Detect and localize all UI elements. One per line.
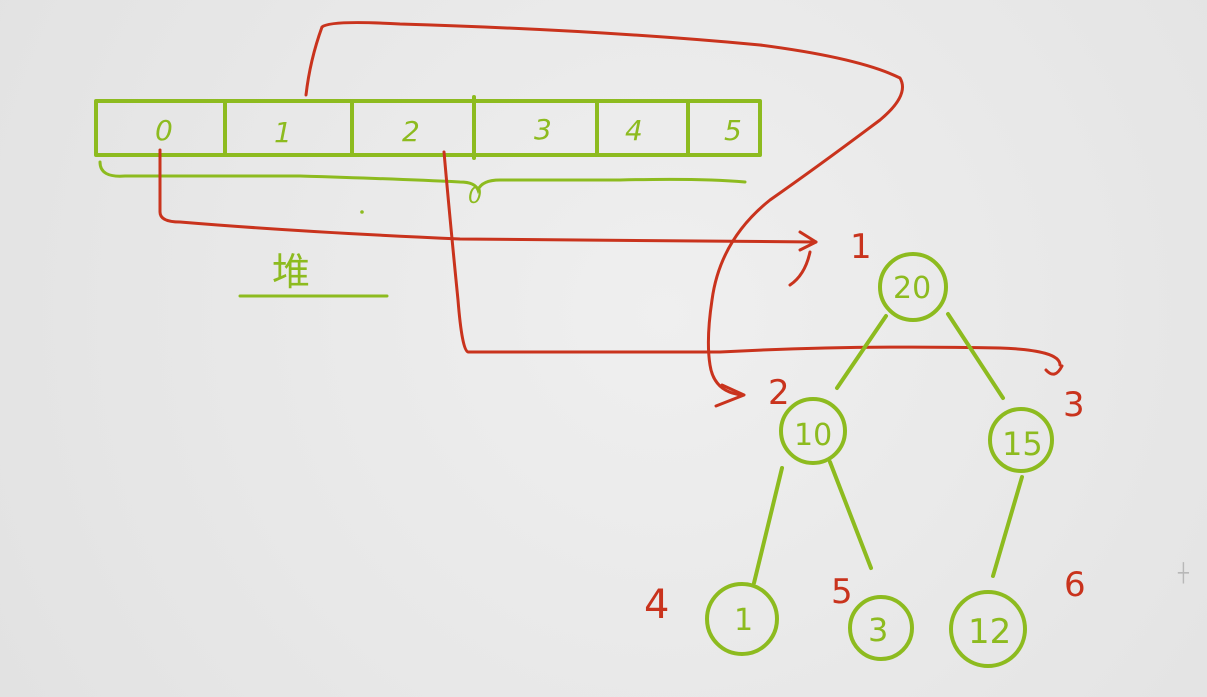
edge-n2-n4 bbox=[754, 468, 782, 583]
arrow-head-node3 bbox=[1046, 366, 1062, 374]
tree-index-6: 6 bbox=[1064, 565, 1086, 605]
tree-index-5: 5 bbox=[831, 572, 853, 612]
tree-index-4: 4 bbox=[644, 582, 669, 628]
array-cell-2: 2 bbox=[402, 115, 420, 148]
tree-node-4-value: 1 bbox=[734, 603, 753, 638]
array-cell-1: 1 bbox=[274, 116, 292, 149]
crosshair-cursor-icon: ┼ bbox=[1178, 563, 1189, 584]
array-cell-5: 5 bbox=[724, 114, 742, 147]
tree-index-1: 1 bbox=[850, 227, 872, 267]
tree-node-root-value: 20 bbox=[893, 271, 931, 306]
tree-node-5-value: 3 bbox=[868, 611, 888, 649]
edge-root-n3 bbox=[948, 314, 1003, 398]
edge-n3-n6 bbox=[993, 477, 1022, 576]
edge-root-n2 bbox=[837, 316, 886, 388]
arrow-index1-to-node2 bbox=[306, 23, 903, 395]
array-cell-4: 4 bbox=[625, 114, 643, 147]
array-cell-3: 3 bbox=[534, 113, 552, 146]
dot-mark bbox=[360, 210, 364, 214]
arrow-tail-root bbox=[790, 252, 810, 285]
tree-node-2-value: 10 bbox=[794, 418, 832, 453]
arrow-index2-to-node3 bbox=[444, 152, 1060, 365]
tree-node-3-value: 15 bbox=[1002, 425, 1043, 463]
array-brace bbox=[100, 162, 745, 190]
arrow-index0-to-root bbox=[160, 150, 816, 242]
edge-n2-n5 bbox=[830, 462, 871, 568]
array-box bbox=[96, 101, 760, 155]
brace-label: 0 bbox=[468, 184, 482, 209]
array-cell-0: 0 bbox=[155, 114, 173, 147]
heap-label: 堆 bbox=[272, 250, 310, 294]
tree-node-6-value: 12 bbox=[968, 612, 1011, 652]
tree-index-3: 3 bbox=[1063, 385, 1085, 425]
tree-index-2: 2 bbox=[768, 373, 790, 413]
